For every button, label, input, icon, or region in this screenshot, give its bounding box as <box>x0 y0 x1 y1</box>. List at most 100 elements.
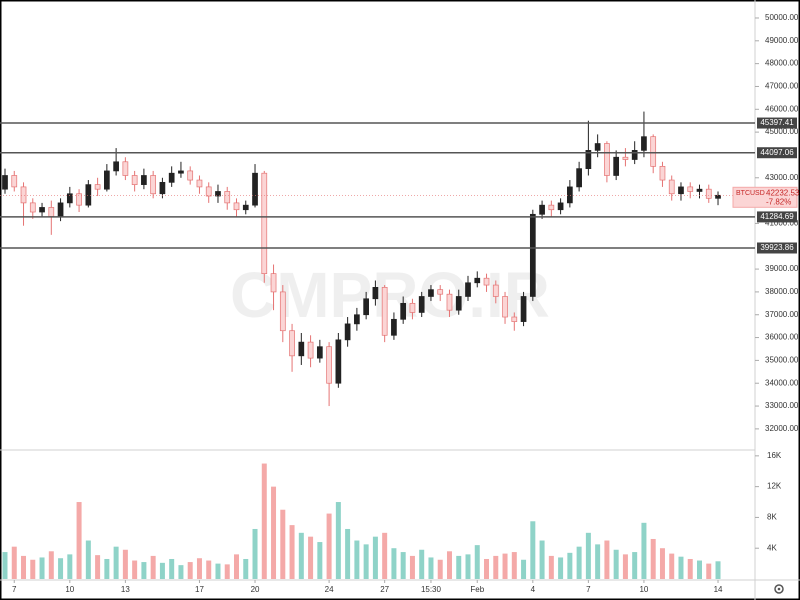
candle-body <box>29 202 36 213</box>
volume-bar <box>252 528 258 579</box>
x-tick-label: 14 <box>714 585 723 594</box>
last-price-box <box>732 186 798 208</box>
volume-bar <box>641 522 647 579</box>
candle-body <box>418 296 425 313</box>
volume-bar <box>261 463 267 579</box>
y-tick-label: 41000.00 <box>765 219 799 228</box>
volume-bar <box>11 546 17 579</box>
candle-body <box>66 193 73 204</box>
volume-bar <box>196 558 202 579</box>
y-tick-label: 47000.00 <box>765 82 799 91</box>
settings-icon[interactable] <box>774 584 784 594</box>
volume-bar <box>400 552 406 579</box>
volume-bar <box>39 557 45 579</box>
candle-body <box>381 286 388 336</box>
volume-bar <box>428 557 434 579</box>
volume-bar <box>604 540 610 579</box>
candle-body <box>279 291 286 332</box>
level-label-box <box>757 242 797 254</box>
volume-bar <box>298 532 304 579</box>
volume-bar <box>21 555 27 579</box>
volume-bar <box>30 559 36 579</box>
volume-bar <box>169 558 175 579</box>
candle-body <box>57 202 64 217</box>
volume-bar <box>548 555 554 579</box>
candle-body <box>233 202 240 211</box>
volume-bar <box>159 562 165 579</box>
volume-bar <box>706 563 712 579</box>
volume-bar <box>697 560 702 579</box>
candle-body <box>492 284 499 297</box>
x-tick-label: 10 <box>65 585 74 594</box>
volume-bar <box>419 549 425 579</box>
volume-bar <box>224 564 230 579</box>
candle-body <box>483 277 490 286</box>
candle-body <box>502 296 508 318</box>
y-tick-label: 37000.00 <box>765 310 799 319</box>
level-label: 44097.06 <box>760 148 794 157</box>
volume-bar <box>715 561 721 579</box>
candle-body <box>104 170 110 190</box>
volume-bar <box>141 562 147 579</box>
candle-body <box>529 213 536 297</box>
candle-body <box>344 323 351 341</box>
volume-bar <box>363 544 369 579</box>
candle-body <box>567 186 573 204</box>
volume-bar <box>622 554 628 579</box>
y-tick-label: 39000.00 <box>765 264 799 273</box>
last-price-label: 42232.53 <box>766 188 800 197</box>
volume-bar <box>558 557 564 579</box>
candle-body <box>150 175 157 195</box>
candle-body <box>372 286 379 300</box>
volume-bar <box>271 486 277 579</box>
candle-body <box>641 136 647 151</box>
volume-bar <box>206 560 212 579</box>
candle-body <box>48 207 55 217</box>
candle-body <box>326 346 332 384</box>
volume-bar <box>326 513 332 579</box>
candle-body <box>289 330 295 357</box>
candle-body <box>316 346 323 359</box>
candle-body <box>20 186 27 204</box>
y-tick-label: 38000.00 <box>765 287 799 296</box>
candle-body <box>428 289 434 297</box>
volume-bar <box>113 546 119 579</box>
x-tick-label: Feb <box>470 585 484 594</box>
change-label: -7.82% <box>766 197 791 206</box>
candle-body <box>205 186 212 197</box>
volume-bar <box>104 558 110 579</box>
volume-bar <box>595 544 601 579</box>
candle-body <box>659 166 666 181</box>
volume-bar <box>465 554 471 579</box>
volume-bar <box>511 552 517 579</box>
candle-body <box>261 172 268 275</box>
candle-body <box>252 172 258 206</box>
volume-bar <box>530 521 536 579</box>
y-tick-label: 46000.00 <box>765 104 799 113</box>
volume-bar <box>456 555 462 579</box>
candle-body <box>131 175 138 185</box>
y-tick-label: 48000.00 <box>765 59 799 68</box>
candle-body <box>298 341 305 357</box>
x-tick-label: 15:30 <box>421 585 442 594</box>
candle-body <box>113 161 119 172</box>
volume-bar <box>576 546 582 579</box>
volume-bar <box>585 532 591 579</box>
volume-bar <box>345 528 351 579</box>
volume-y-tick-label: 8K <box>767 513 777 522</box>
candle-body <box>465 282 471 297</box>
volume-bar <box>95 555 101 579</box>
x-tick-label: 20 <box>251 585 260 594</box>
candle-body <box>159 181 166 195</box>
y-tick-label: 33000.00 <box>765 401 799 410</box>
x-tick-label: 7 <box>586 585 591 594</box>
volume-bar <box>48 551 54 579</box>
volume-bar <box>493 555 499 579</box>
volume-bar <box>567 552 573 579</box>
x-tick-label: 10 <box>639 585 648 594</box>
candle-body <box>539 204 545 215</box>
volume-bar <box>539 540 545 579</box>
volume-bar <box>85 540 91 579</box>
volume-bar <box>122 549 128 579</box>
candle-body <box>215 191 221 197</box>
